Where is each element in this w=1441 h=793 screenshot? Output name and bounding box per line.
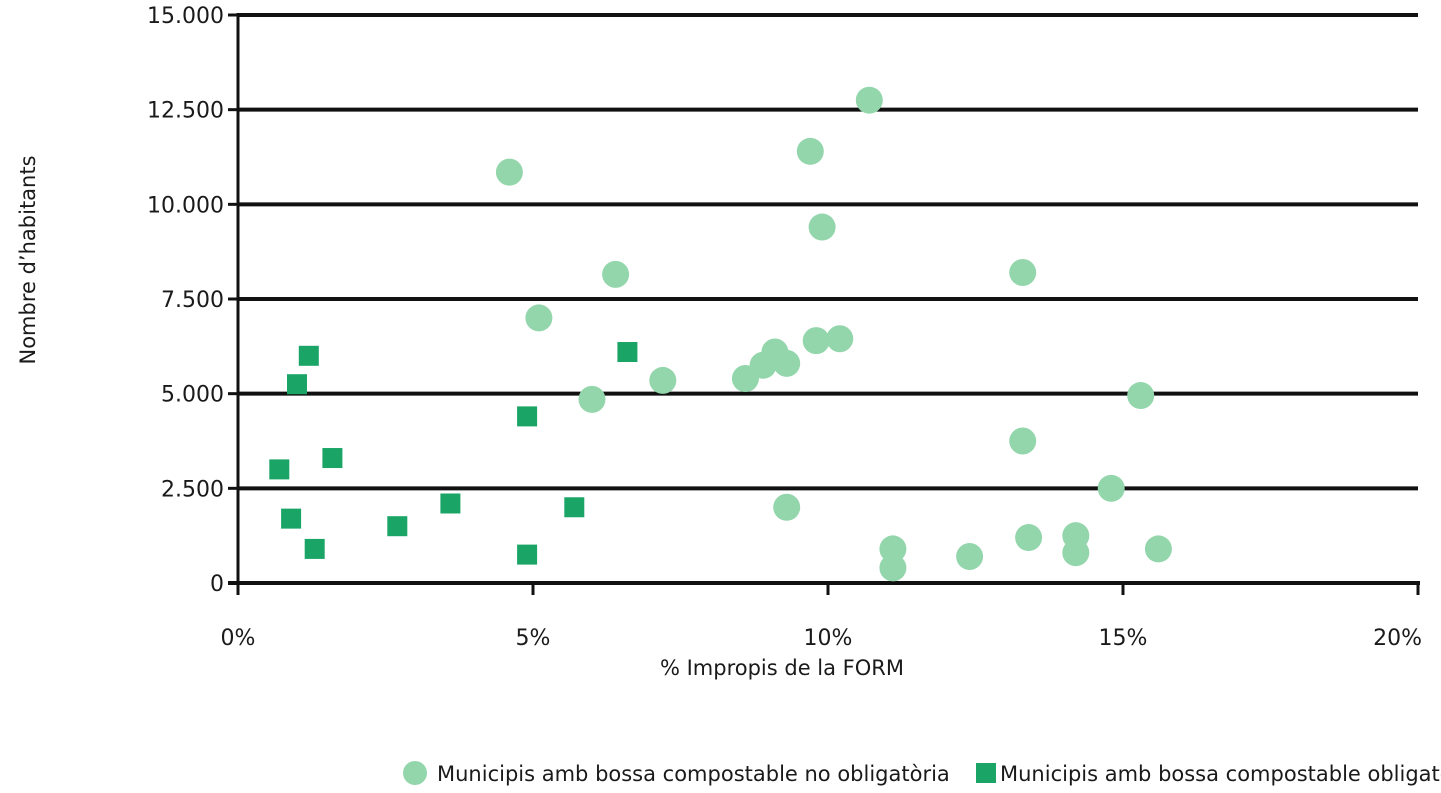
data-point-obligatoria bbox=[322, 448, 343, 469]
x-tick-label: 10% bbox=[804, 626, 853, 651]
legend-label-no-obligatoria: Municipis amb bossa compostable no oblig… bbox=[437, 762, 950, 786]
legend: Municipis amb bossa compostable no oblig… bbox=[403, 761, 1441, 786]
data-point-obligatoria bbox=[564, 497, 585, 518]
data-points bbox=[269, 86, 1172, 582]
data-point-no-obligatoria bbox=[1009, 427, 1037, 455]
y-tick-label: 10.000 bbox=[147, 193, 224, 218]
gridlines bbox=[228, 13, 1418, 585]
x-tick-label: 5% bbox=[516, 626, 551, 651]
x-tick-labels: 0% 5% 10% 15% 20% bbox=[221, 626, 1422, 651]
y-tick-labels: 0 2.500 5.000 7.500 10.000 12.500 15.000 bbox=[147, 4, 224, 597]
y-tick-label: 12.500 bbox=[147, 99, 224, 124]
data-point-no-obligatoria bbox=[649, 366, 677, 394]
data-point-no-obligatoria bbox=[1009, 258, 1037, 286]
data-point-no-obligatoria bbox=[879, 535, 907, 563]
legend-marker-no-obligatoria bbox=[403, 761, 427, 785]
data-point-obligatoria bbox=[269, 459, 290, 480]
data-point-obligatoria bbox=[387, 516, 408, 537]
data-point-obligatoria bbox=[517, 544, 538, 565]
data-point-obligatoria bbox=[517, 406, 538, 427]
y-tick-label: 5.000 bbox=[161, 383, 224, 408]
y-tick-label: 7.500 bbox=[161, 288, 224, 313]
data-point-no-obligatoria bbox=[773, 349, 801, 377]
data-point-obligatoria bbox=[304, 538, 325, 559]
data-point-no-obligatoria bbox=[578, 385, 606, 413]
data-point-no-obligatoria bbox=[879, 554, 907, 582]
data-point-no-obligatoria bbox=[826, 325, 854, 353]
data-point-no-obligatoria bbox=[808, 213, 836, 241]
data-point-no-obligatoria bbox=[1062, 539, 1090, 567]
data-point-no-obligatoria bbox=[602, 260, 630, 288]
x-axis-title: % Impropis de la FORM bbox=[660, 656, 904, 680]
data-point-no-obligatoria bbox=[1144, 535, 1172, 563]
data-point-obligatoria bbox=[617, 342, 638, 363]
data-point-no-obligatoria bbox=[1015, 524, 1043, 552]
data-point-no-obligatoria bbox=[796, 137, 824, 165]
y-tick-label: 2.500 bbox=[161, 477, 224, 502]
legend-label-obligatoria: Municipis amb bossa compostable obligatò… bbox=[1000, 762, 1441, 786]
data-point-no-obligatoria bbox=[1097, 474, 1125, 502]
data-point-no-obligatoria bbox=[773, 493, 801, 521]
data-point-no-obligatoria bbox=[855, 86, 883, 114]
y-axis-title: Nombre d’habitants bbox=[16, 155, 40, 364]
data-point-no-obligatoria bbox=[1127, 382, 1155, 410]
data-point-obligatoria bbox=[440, 493, 461, 514]
data-point-obligatoria bbox=[281, 508, 302, 529]
x-tick-label: 15% bbox=[1099, 626, 1148, 651]
axes bbox=[228, 13, 1420, 595]
x-tick-label: 0% bbox=[221, 626, 256, 651]
data-point-no-obligatoria bbox=[495, 158, 523, 186]
data-point-obligatoria bbox=[287, 374, 307, 395]
data-point-obligatoria bbox=[298, 345, 319, 366]
legend-marker-obligatoria bbox=[976, 763, 996, 783]
y-tick-label: 15.000 bbox=[147, 4, 224, 29]
data-point-no-obligatoria bbox=[956, 542, 984, 570]
data-point-no-obligatoria bbox=[802, 327, 830, 355]
data-point-no-obligatoria bbox=[525, 304, 553, 332]
x-tick-label: 20% bbox=[1373, 626, 1422, 651]
y-tick-label: 0 bbox=[210, 572, 224, 597]
